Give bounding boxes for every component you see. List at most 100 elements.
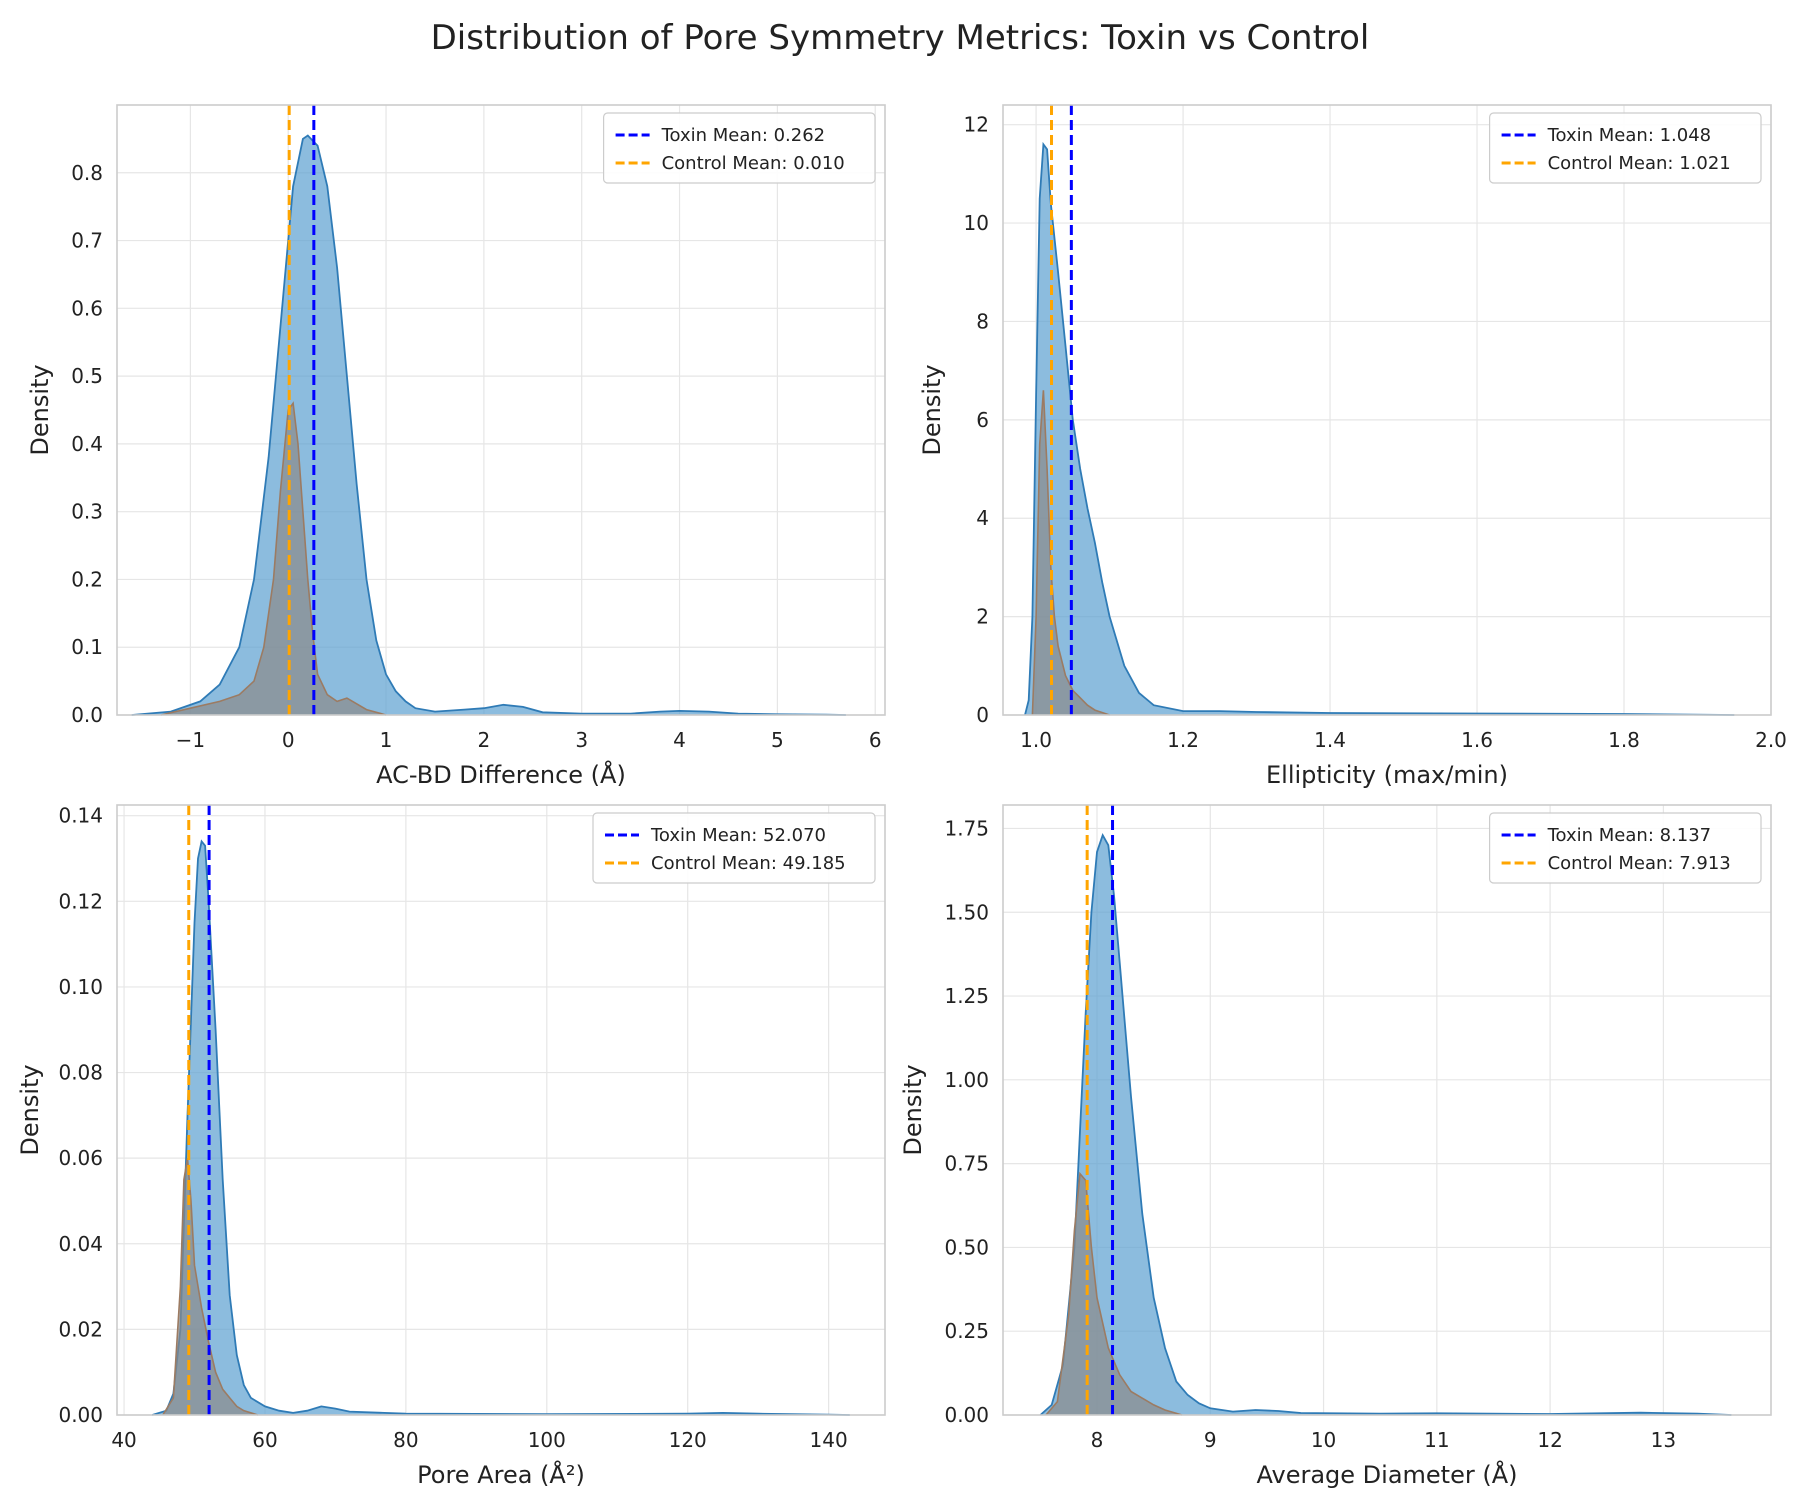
legend-control-label: Control Mean: 1.021 (1548, 153, 1731, 174)
toxin-density-area (152, 841, 850, 1415)
x-tick-label: 1.4 (1314, 728, 1346, 752)
y-tick-label: 0.2 (71, 567, 103, 591)
x-axis-label: Average Diameter (Å) (1257, 1460, 1518, 1489)
control-density-line (1031, 390, 1110, 716)
y-tick-label: 1.75 (944, 816, 989, 840)
control-density-line (162, 1158, 259, 1416)
control-density-line (1045, 1171, 1183, 1416)
subplot-3: 40 60 80 100 120 140 0.00 0.02 0.04 0.06 0.08 0.10 0… (16, 804, 886, 1489)
y-tick-label: 0.6 (71, 296, 103, 320)
x-tick-label: 1.6 (1461, 728, 1493, 752)
x-tick-label: 4 (673, 728, 686, 752)
legend-box (592, 812, 876, 884)
x-tick-label: 2 (478, 728, 491, 752)
x-tick-label: 1.0 (1020, 728, 1052, 752)
y-tick-label: 0.04 (58, 1232, 103, 1256)
x-tick-label: 1.8 (1608, 728, 1640, 752)
x-tick-label: 100 (528, 1428, 566, 1452)
y-tick-label: 0.1 (71, 635, 103, 659)
subplot-1: −1 0 1 2 3 4 5 6 0.0 0.1 0.2 0.3 0.4 0.5 0.6 0.7 0.8 AC-B… (26, 104, 886, 789)
toxin-density-line (1039, 833, 1732, 1416)
plot-area (1003, 105, 1771, 715)
x-axis-label: Ellipticity (max/min) (1266, 761, 1508, 789)
y-tick-label: 0.50 (944, 1235, 989, 1259)
legend-toxin-label: Toxin Mean: 0.262 (661, 125, 826, 146)
y-tick-label: 2 (976, 605, 989, 629)
y-tick-label: 0.02 (58, 1317, 103, 1341)
legend-control-label: Control Mean: 49.185 (651, 853, 846, 874)
x-tick-label: 12 (1537, 1428, 1562, 1452)
y-tick-label: 6 (976, 408, 989, 432)
y-tick-label: 0.12 (58, 889, 103, 913)
y-axis-label: Density (899, 1064, 927, 1155)
x-tick-label: 120 (669, 1428, 707, 1452)
legend-control-label: Control Mean: 7.913 (1548, 853, 1731, 874)
y-tick-label: 4 (976, 506, 989, 530)
legend-toxin-label: Toxin Mean: 8.137 (1547, 825, 1712, 846)
x-tick-label: 13 (1651, 1428, 1676, 1452)
y-tick-label: 0.25 (944, 1319, 989, 1343)
legend: Toxin Mean: 0.262 Control Mean: 0.010 (602, 112, 876, 184)
y-tick-label: 0.06 (58, 1146, 103, 1170)
y-tick-label: 8 (976, 309, 989, 333)
y-tick-label: 0.3 (71, 500, 103, 524)
subplot-4: 8 9 10 11 12 13 0.00 0.25 0.50 0.75 1.00 1.25 1.50 1.… (899, 804, 1772, 1489)
plot-area (117, 805, 885, 1415)
x-tick-label: 140 (810, 1428, 848, 1452)
y-tick-label: 0.7 (71, 229, 103, 253)
toxin-density-line (131, 134, 846, 716)
control-density-area (1046, 1173, 1182, 1415)
x-tick-label: 10 (1311, 1428, 1336, 1452)
x-tick-label: 60 (252, 1428, 277, 1452)
x-tick-label: 1.2 (1167, 728, 1199, 752)
y-tick-label: 0.10 (58, 975, 103, 999)
axes-frame (116, 804, 886, 1416)
legend-toxin-label: Toxin Mean: 1.048 (1547, 125, 1712, 146)
toxin-density-area (131, 135, 846, 715)
x-tick-label: 6 (869, 728, 882, 752)
legend: Toxin Mean: 8.137 Control Mean: 7.913 (1488, 812, 1762, 884)
x-tick-label: 2.0 (1755, 728, 1787, 752)
x-tick-label: 3 (575, 728, 588, 752)
y-tick-label: 10 (964, 211, 989, 235)
y-tick-label: 12 (964, 113, 989, 137)
y-tick-label: 0.8 (71, 161, 103, 185)
subplot-2: 1.0 1.2 1.4 1.6 1.8 2.0 0 2 4 6 8 10 12 Ellipticity (… (918, 104, 1787, 789)
x-tick-label: 8 (1091, 1428, 1104, 1452)
legend-box (602, 112, 876, 184)
x-tick-label: 9 (1204, 1428, 1217, 1452)
y-tick-label: 0.5 (71, 364, 103, 388)
legend-control-label: Control Mean: 0.010 (662, 153, 845, 174)
x-axis-label: AC-BD Difference (Å) (376, 760, 626, 789)
axes-frame (1002, 104, 1772, 716)
y-tick-label: 0 (976, 703, 989, 727)
plot-area (117, 105, 885, 715)
control-density-line (160, 401, 387, 716)
toxin-density-line (151, 839, 850, 1416)
y-tick-label: 0.4 (71, 432, 103, 456)
control-density-area (162, 1158, 258, 1415)
legend-box (1488, 112, 1762, 184)
x-axis-label: Pore Area (Å²) (417, 1460, 585, 1489)
y-axis-label: Density (26, 364, 54, 455)
x-tick-label: 11 (1424, 1428, 1449, 1452)
figure-title: Distribution of Pore Symmetry Metrics: T… (430, 18, 1370, 58)
y-tick-label: 1.25 (944, 984, 989, 1008)
y-axis-label: Density (16, 1064, 44, 1155)
legend: Toxin Mean: 52.070 Control Mean: 49.185 (592, 812, 876, 884)
y-tick-label: 0.14 (58, 804, 103, 828)
legend-toxin-label: Toxin Mean: 52.070 (650, 825, 826, 846)
legend-box (1488, 812, 1762, 884)
x-tick-label: 0 (282, 728, 295, 752)
toxin-density-area (1025, 144, 1735, 715)
y-tick-label: 1.00 (944, 1068, 989, 1092)
y-tick-label: 0.00 (944, 1403, 989, 1427)
y-tick-label: 0.0 (71, 703, 103, 727)
axes-frame (1002, 804, 1772, 1416)
toxin-density-line (1024, 141, 1735, 716)
y-axis-label: Density (918, 364, 946, 455)
y-tick-label: 1.50 (944, 900, 989, 924)
y-tick-label: 0.08 (58, 1061, 103, 1085)
